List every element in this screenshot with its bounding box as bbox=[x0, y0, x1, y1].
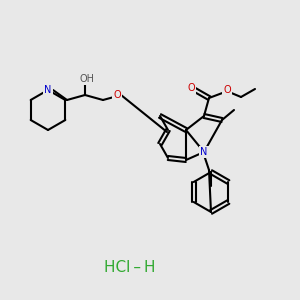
Text: N: N bbox=[200, 147, 208, 157]
Text: N: N bbox=[44, 85, 52, 95]
Text: HCl – H: HCl – H bbox=[104, 260, 156, 275]
Text: OH: OH bbox=[80, 74, 94, 84]
Text: O: O bbox=[187, 83, 195, 93]
Text: O: O bbox=[223, 85, 231, 95]
Text: O: O bbox=[113, 90, 121, 100]
